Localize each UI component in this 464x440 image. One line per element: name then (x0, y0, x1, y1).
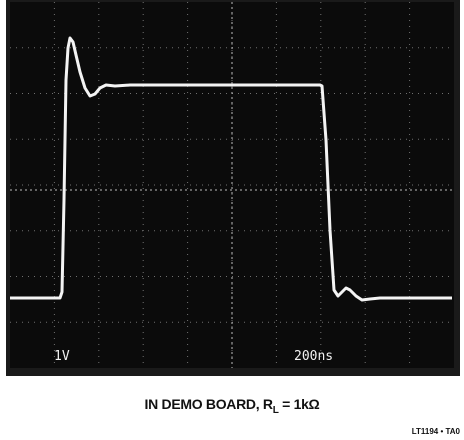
page: 1V 200ns IN DEMO BOARD, RL = 1kΩ LT1194 … (0, 0, 464, 440)
volts-per-div: 1V (54, 349, 70, 364)
time-per-div: 200ns (294, 349, 333, 364)
scope-screen: 1V 200ns (0, 0, 464, 380)
caption-prefix: IN DEMO BOARD, R (145, 396, 273, 412)
caption: IN DEMO BOARD, RL = 1kΩ (0, 396, 464, 416)
figure-id: LT1194 • TA0 (412, 427, 460, 436)
caption-suffix: = 1kΩ (279, 396, 320, 412)
